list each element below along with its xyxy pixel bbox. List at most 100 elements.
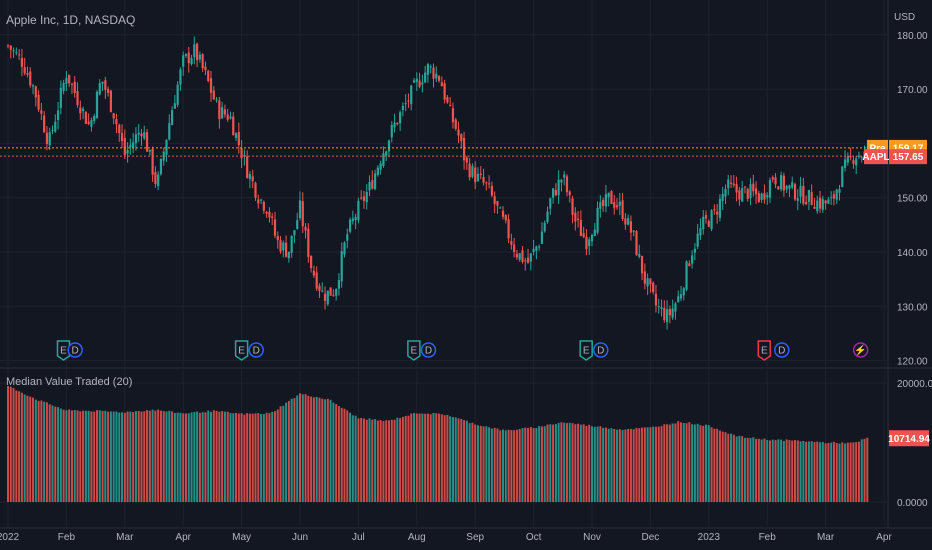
candle-body: [348, 219, 352, 232]
candle-body: [752, 183, 755, 192]
value-traded-bar: [654, 426, 657, 502]
candle-body: [368, 182, 371, 191]
value-traded-bar: [260, 413, 263, 502]
candle-body: [754, 188, 758, 195]
time-tick-label: Nov: [583, 532, 601, 543]
time-tick-label: Apr: [876, 532, 892, 543]
candle-body: [204, 66, 207, 70]
value-traded-bar: [90, 411, 93, 502]
value-traded-bar: [846, 442, 849, 502]
time-tick-label: Jun: [292, 532, 308, 543]
candle-body: [418, 80, 421, 87]
value-traded-bar: [549, 424, 552, 502]
value-traded-bar: [741, 436, 744, 502]
pre-label: Pre: [869, 143, 886, 154]
time-axis[interactable]: 2022 Feb Mar Apr May Jun Jul Aug Sep Oct Nov Dec 202…: [0, 532, 892, 543]
candle-body: [724, 189, 727, 197]
candle-body: [76, 91, 79, 106]
value-traded-bar: [404, 416, 407, 502]
candle-body: [15, 52, 18, 54]
value-traded-bar: [857, 441, 860, 502]
candle-body: [780, 175, 783, 190]
candle-body: [115, 119, 118, 125]
value-traded-bar: [768, 440, 771, 502]
value-traded-bar: [429, 414, 432, 502]
value-traded-bar: [118, 412, 121, 502]
value-traded-bar: [457, 418, 460, 502]
candle-body: [646, 278, 649, 287]
candle-body: [73, 81, 76, 93]
value-traded-bar: [832, 441, 835, 502]
value-traded-bar: [32, 397, 35, 502]
candle-body: [649, 278, 652, 285]
candle-body: [120, 133, 124, 142]
value-traded-bar: [362, 418, 365, 502]
value-traded-bar: [866, 437, 869, 502]
value-traded-bar: [182, 413, 185, 502]
dividend-marker: [67, 342, 83, 358]
value-traded-bar: [582, 424, 585, 502]
candle-body: [218, 100, 221, 120]
indicator-value-badge: [889, 430, 929, 447]
value-traded-bar: [204, 412, 207, 502]
value-traded-bar: [627, 428, 630, 502]
value-traded-bar: [721, 431, 724, 502]
value-traded-bar: [755, 438, 758, 502]
candle-body: [838, 189, 841, 193]
candle-body: [393, 122, 396, 128]
value-traded-bar: [646, 427, 649, 502]
value-traded-bar: [760, 439, 763, 502]
symbol-title[interactable]: Apple Inc, 1D, NASDAQ: [6, 13, 136, 27]
price-badges: Pre 159.17 AAPL 157.65 10714.94: [862, 139, 930, 447]
value-traded-bar: [215, 410, 218, 502]
value-traded-bar: [84, 410, 87, 502]
value-traded-bar: [632, 429, 635, 502]
dividend-marker-label: D: [72, 346, 79, 357]
value-traded-bar: [57, 407, 60, 502]
candle-body: [802, 185, 805, 204]
value-traded-bar: [51, 405, 54, 502]
candle-body: [471, 166, 474, 177]
candle-body: [209, 78, 213, 93]
value-traded-bar: [699, 425, 702, 502]
value-traded-bar: [482, 426, 485, 502]
value-traded-bar: [293, 398, 296, 502]
candle-body: [515, 253, 519, 258]
value-traded-bar: [179, 412, 182, 502]
value-traded-bar: [696, 423, 699, 502]
candle-body: [9, 45, 12, 50]
time-tick-label: May: [232, 532, 251, 543]
earnings-marker-label: E: [60, 346, 67, 357]
candle-body: [407, 100, 410, 102]
candle-body: [818, 197, 822, 209]
candle-body: [654, 293, 658, 306]
value-traded-bar: [652, 426, 655, 502]
value-traded-bar: [554, 424, 557, 502]
candle-body: [743, 186, 747, 188]
candle-body: [629, 221, 633, 233]
candle-body: [212, 90, 215, 100]
indicator-title[interactable]: Median Value Traded (20): [6, 376, 133, 388]
candle-body: [284, 242, 288, 257]
candle-body: [607, 192, 610, 198]
earnings-marker-label: E: [238, 346, 245, 357]
value-traded-bar: [451, 417, 454, 502]
value-traded-bar: [624, 429, 627, 502]
candle-body: [31, 85, 35, 87]
value-traded-bar: [237, 413, 240, 502]
value-traded-bar: [432, 412, 435, 502]
value-traded-bar: [668, 424, 671, 502]
value-traded-bar: [349, 412, 352, 502]
candle-body: [362, 196, 366, 201]
candle-body: [365, 191, 368, 203]
value-traded-bar: [198, 412, 201, 502]
value-traded-bar: [357, 418, 360, 502]
value-traded-bar: [413, 413, 416, 502]
pre-value: 159.17: [893, 143, 924, 154]
candle-body: [179, 69, 182, 85]
candle-body: [126, 149, 129, 154]
value-traded-bar: [385, 420, 388, 502]
candle-body: [415, 78, 418, 82]
value-traded-bar: [401, 416, 404, 502]
value-traded-bar: [226, 411, 229, 502]
